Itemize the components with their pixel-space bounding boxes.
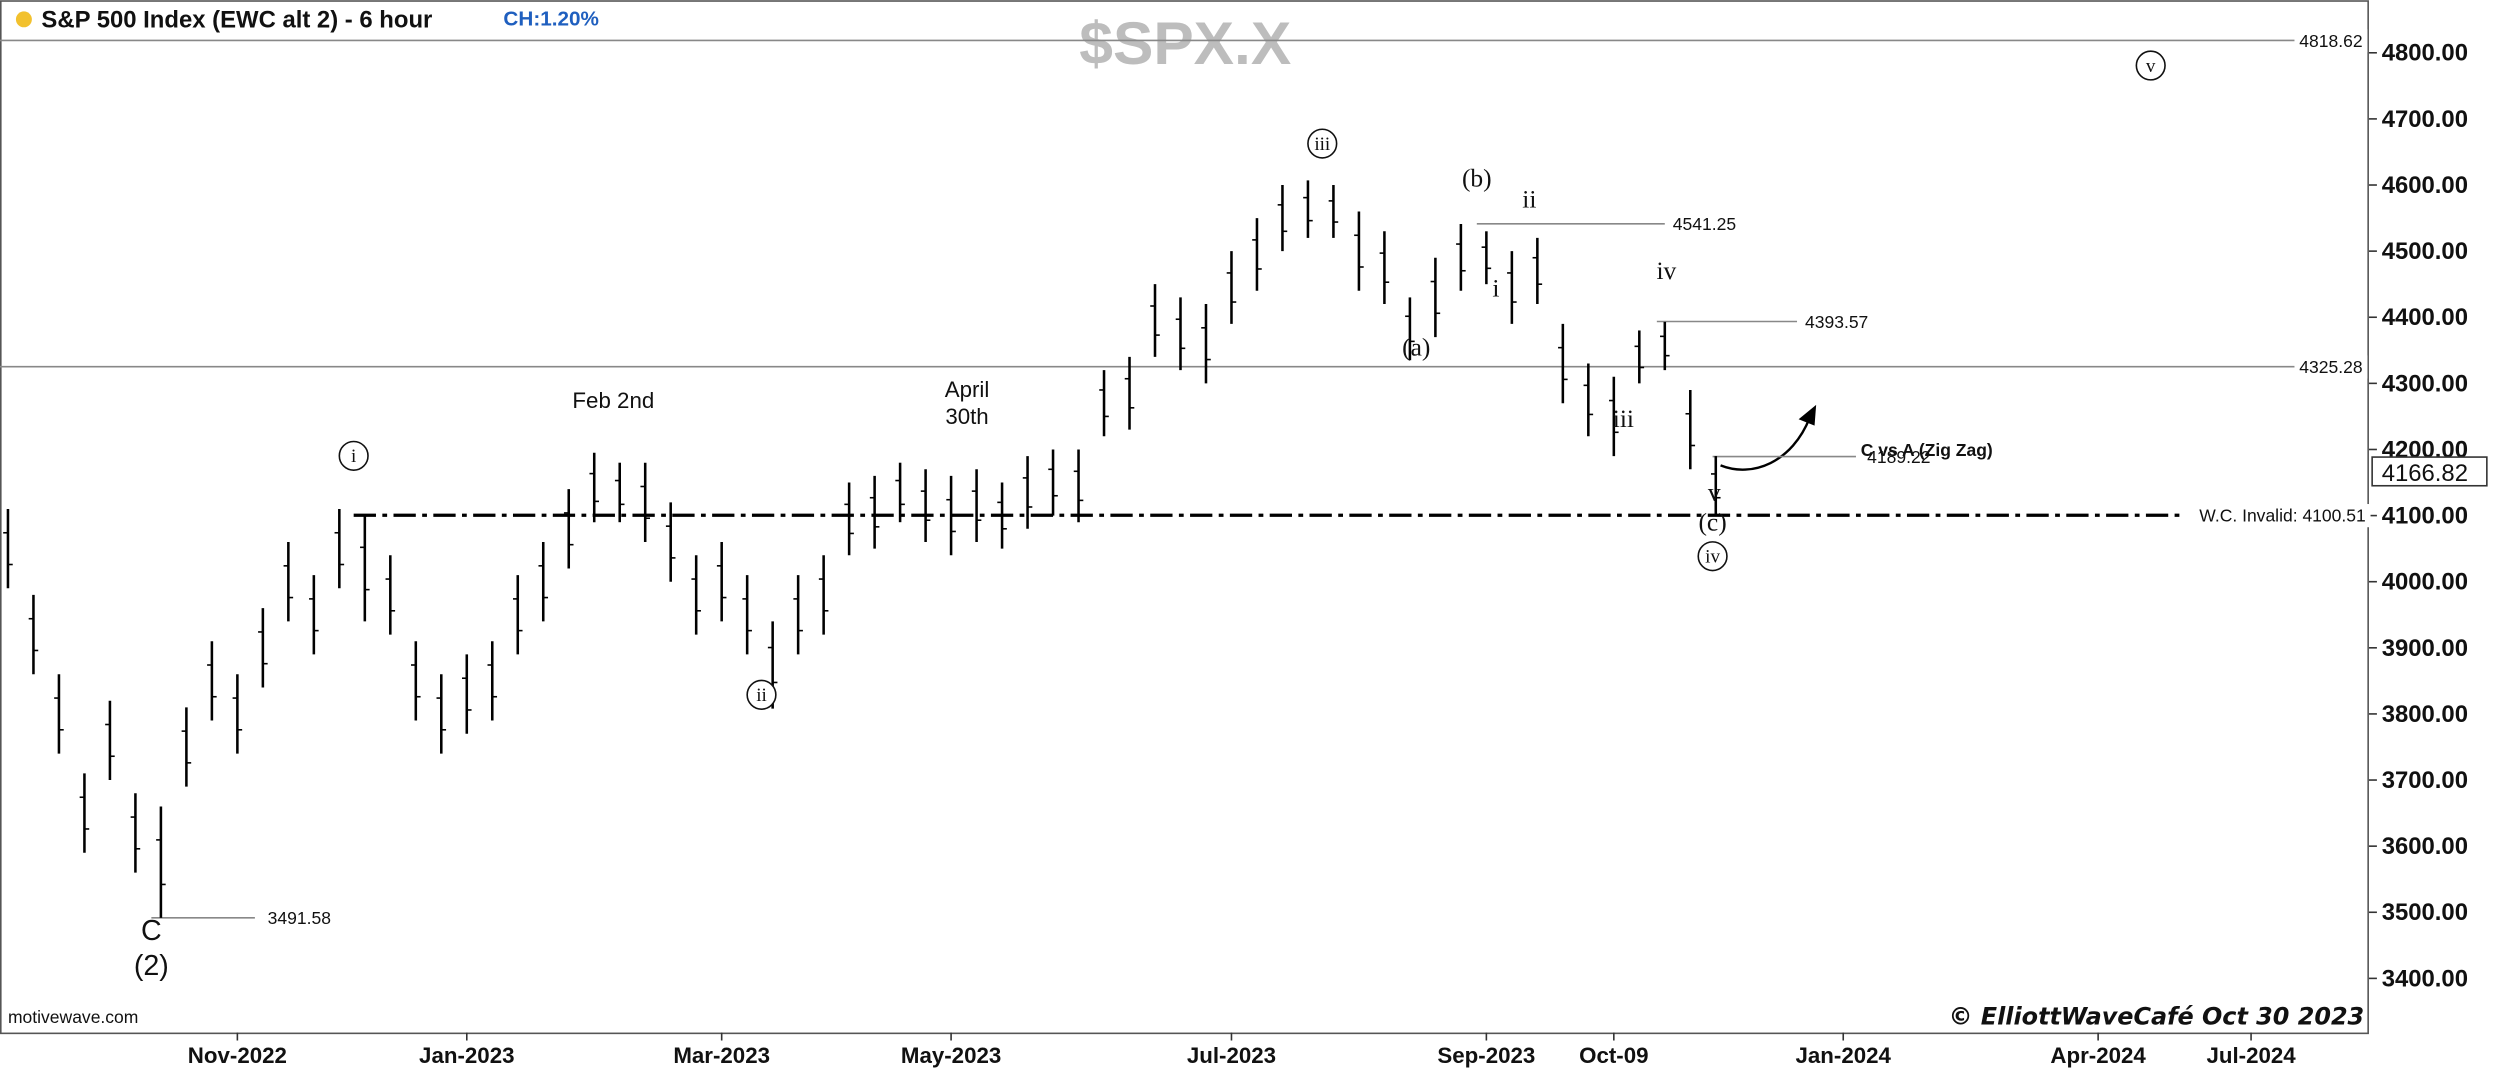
y-tick-label: 4400.00 <box>2382 304 2468 331</box>
level-label: 4818.62 <box>2299 31 2362 51</box>
wave-label-circled: iv <box>1705 547 1720 568</box>
credit: © ElliottWaveCafé Oct 30 2023 <box>1949 1003 2365 1031</box>
wave-label: Feb 2nd <box>572 388 654 413</box>
wave-label: v <box>1708 477 1721 506</box>
level-label: 4541.25 <box>1673 214 1736 234</box>
chart-title: S&P 500 Index (EWC alt 2) - 6 hour <box>41 6 432 33</box>
y-tick-label: 4100.00 <box>2382 503 2468 530</box>
y-tick-label: 3500.00 <box>2382 899 2468 926</box>
change: CH:1.20% <box>503 8 599 31</box>
level-label: W.C. Invalid: 4100.51 <box>2199 506 2366 526</box>
label-bg <box>2294 355 2368 379</box>
last-price: 4166.82 <box>2382 460 2468 487</box>
y-tick-label: 4600.00 <box>2382 172 2468 199</box>
wave-label-circled: v <box>2146 56 2156 77</box>
x-tick-label: Jan-2024 <box>1796 1043 1892 1068</box>
wave-label: (b) <box>1462 164 1492 193</box>
y-tick-label: 3700.00 <box>2382 767 2468 794</box>
y-tick-label: 3400.00 <box>2382 965 2468 992</box>
x-tick-label: Oct-09 <box>1579 1043 1648 1068</box>
x-tick-label: May-2023 <box>901 1043 1001 1068</box>
watermark: $SPX.X <box>1079 9 1291 77</box>
level-label: 4325.28 <box>2299 357 2362 377</box>
wave-label: C vs A (Zig Zag) <box>1861 440 1993 460</box>
level-label: 4189.22 <box>1867 447 1930 467</box>
wave-label: ii <box>1522 184 1536 213</box>
wave-label: i <box>1492 274 1499 303</box>
label-bg <box>2194 504 2371 528</box>
y-tick-label: 3800.00 <box>2382 701 2468 728</box>
level-label: 3491.58 <box>268 908 331 928</box>
wave-circle <box>1307 128 1338 159</box>
level-label: 4393.57 <box>1805 312 1868 332</box>
status-dot <box>15 11 32 28</box>
wave-circle <box>2135 50 2166 81</box>
projection-arrow <box>1720 417 1811 471</box>
wave-label: iii <box>1613 404 1634 433</box>
x-tick-label: Jul-2023 <box>1187 1043 1276 1068</box>
y-tick-label: 4300.00 <box>2382 370 2468 397</box>
wave-label: (c) <box>1698 508 1726 537</box>
wave-circle <box>338 440 369 471</box>
y-tick-label: 3600.00 <box>2382 833 2468 860</box>
arrow-head <box>1798 404 1817 426</box>
x-tick-label: Nov-2022 <box>188 1043 287 1068</box>
y-tick-label: 4500.00 <box>2382 238 2468 265</box>
wave-label-circled: i <box>351 446 356 467</box>
wave-circle <box>746 679 777 710</box>
wave-label: C <box>141 915 162 947</box>
y-tick-label: 3900.00 <box>2382 635 2468 662</box>
y-tick-label: 4000.00 <box>2382 569 2468 596</box>
x-tick-label: Jul-2024 <box>2206 1043 2296 1068</box>
x-tick-label: Jan-2023 <box>419 1043 514 1068</box>
wave-label: (a) <box>1402 332 1430 361</box>
x-tick-label: Mar-2023 <box>673 1043 770 1068</box>
wave-label: iv <box>1656 256 1676 285</box>
wave-label-circled: iii <box>1314 134 1330 155</box>
source: motivewave.com <box>8 1007 138 1027</box>
wave-label-circled: ii <box>756 685 767 706</box>
wave-label: 30th <box>945 404 988 429</box>
y-tick-label: 4700.00 <box>2382 106 2468 133</box>
x-tick-label: Sep-2023 <box>1437 1043 1535 1068</box>
last-price-box <box>2371 456 2488 487</box>
y-tick-label: 4800.00 <box>2382 40 2468 67</box>
x-tick-label: Apr-2024 <box>2050 1043 2146 1068</box>
wave-label: (2) <box>134 950 169 982</box>
label-bg <box>2294 29 2368 53</box>
wave-circle <box>1697 541 1728 572</box>
wave-label: April <box>945 377 990 402</box>
